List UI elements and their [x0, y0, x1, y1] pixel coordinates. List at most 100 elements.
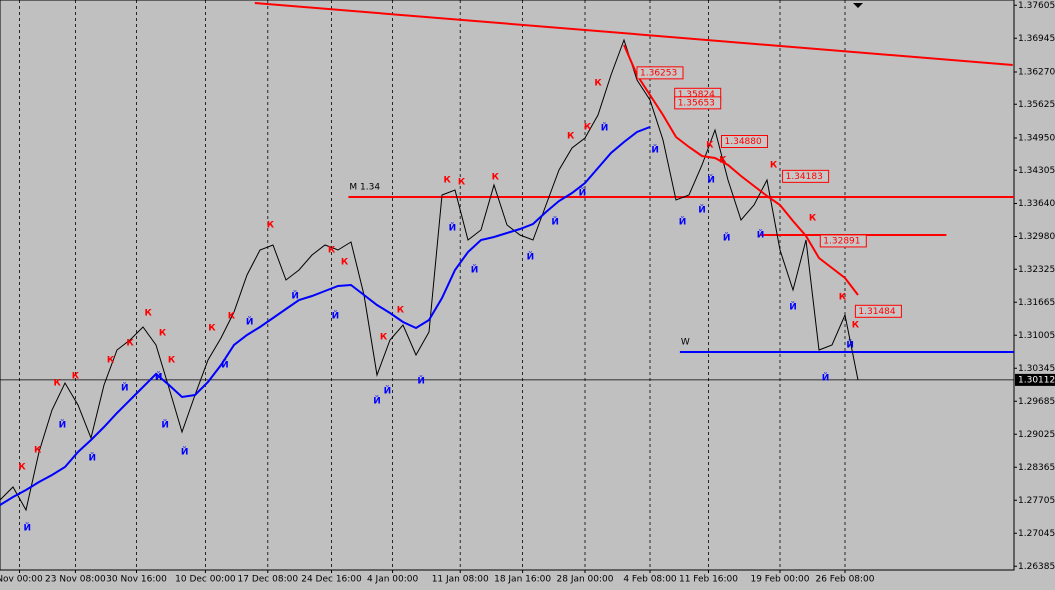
fractal-marker: Й [161, 419, 169, 431]
current-price-label: 1.30112 [1018, 375, 1055, 385]
fractal-marker: Й [332, 310, 340, 322]
fractal-marker: К [397, 306, 405, 316]
x-tick-label: 4 Jan 00:00 [367, 575, 419, 585]
price-tag-box [782, 169, 830, 183]
x-tick-label: 28 Jan 00:00 [557, 575, 614, 585]
fractal-marker: Й [601, 122, 609, 134]
y-tick-label: 1.34305 [1018, 166, 1055, 176]
fractal-marker: К [107, 356, 115, 366]
y-tick-label: 1.35625 [1018, 100, 1055, 110]
fractal-marker: К [54, 379, 62, 389]
current-price-box [1015, 373, 1055, 386]
fractal-marker: Й [846, 339, 854, 351]
price-tag-label: 1.36253 [640, 68, 677, 78]
fractal-marker: К [584, 123, 592, 133]
price-tag-label: 1.34880 [725, 137, 762, 147]
y-tick-label: 1.31005 [1018, 331, 1055, 341]
x-tick-label: 18 Jan 16:00 [494, 575, 551, 585]
y-tick-label: 1.32980 [1018, 232, 1055, 242]
fractal-marker: Й [246, 316, 254, 328]
series-line [623, 44, 859, 296]
fractal-marker: К [380, 333, 388, 343]
y-tick-label: 1.29025 [1018, 430, 1055, 440]
fractal-marker: Й [449, 222, 457, 234]
fractal-marker: К [145, 309, 153, 319]
y-tick-label: 1.29685 [1018, 397, 1055, 407]
fractal-marker: К [159, 329, 167, 339]
y-tick-label: 1.27705 [1018, 496, 1055, 506]
fractal-marker: Й [679, 216, 687, 228]
fractal-marker: Й [527, 251, 535, 263]
fractal-marker: К [594, 79, 602, 89]
fractal-marker: Й [789, 301, 797, 313]
fractal-marker: Й [723, 232, 731, 244]
y-tick-label: 1.33640 [1018, 199, 1055, 209]
fractal-marker: Й [181, 446, 189, 458]
shift-marker [853, 3, 863, 8]
fractal-marker: Й [121, 382, 129, 394]
x-tick-label: 24 Dec 16:00 [301, 575, 362, 585]
fractal-marker: К [492, 173, 500, 183]
y-tick-label: 1.28365 [1018, 463, 1055, 473]
fractal-marker: К [444, 176, 452, 186]
fractal-marker: Й [24, 522, 32, 534]
fractal-marker: Й [822, 372, 830, 384]
y-tick-label: 1.34950 [1018, 134, 1055, 144]
fractal-marker: К [341, 258, 349, 268]
series-line [0, 38, 859, 512]
x-tick-label: Nov 00:00 [0, 575, 43, 585]
fractal-marker: К [34, 446, 42, 456]
fractal-marker: К [567, 132, 575, 142]
fractal-marker: Й [89, 452, 97, 464]
price-tag-label: 1.35824 [678, 90, 715, 100]
level-label: W [681, 338, 690, 348]
fractal-marker: К [839, 293, 847, 303]
level-label: M 1.34 [349, 183, 380, 193]
x-tick-label: 23 Nov 08:00 [45, 575, 106, 585]
x-tick-label: 30 Nov 16:00 [106, 575, 167, 585]
x-tick-label: 11 Jan 08:00 [432, 575, 489, 585]
y-tick-label: 1.36945 [1018, 34, 1055, 44]
price-tag-box [674, 96, 722, 110]
fractal-marker: Й [698, 204, 706, 216]
y-tick-label: 1.31665 [1018, 298, 1055, 308]
fractal-marker: Й [384, 385, 392, 397]
y-tick-label: 1.36270 [1018, 68, 1055, 78]
fractal-marker: К [168, 356, 176, 366]
y-tick-label: 1.30345 [1018, 364, 1055, 374]
price-tag-box [636, 66, 684, 80]
price-tag-label: 1.35653 [678, 98, 715, 108]
x-tick-label: 26 Feb 08:00 [815, 575, 874, 585]
x-tick-label: 17 Dec 08:00 [238, 575, 299, 585]
fractal-marker: К [328, 246, 336, 256]
price-tag-box [819, 234, 867, 248]
fractal-marker: Й [757, 229, 765, 241]
y-tick-label: 1.32325 [1018, 265, 1055, 275]
fractal-marker: К [852, 321, 860, 331]
fractal-marker: Й [471, 264, 479, 276]
x-tick-label: 11 Feb 16:00 [679, 575, 738, 585]
y-tick-label: 1.26385 [1018, 562, 1055, 572]
price-tag-label: 1.32891 [823, 236, 860, 246]
fractal-marker: Й [59, 419, 67, 431]
fractal-marker: К [706, 141, 714, 151]
fractal-marker: К [72, 372, 80, 382]
fractal-marker: К [267, 221, 275, 231]
fractal-marker: К [770, 161, 778, 171]
price-tag-label: 1.31484 [858, 307, 895, 317]
fractal-marker: Й [551, 216, 559, 228]
x-tick-label: 19 Feb 00:00 [750, 575, 809, 585]
fractal-marker: К [18, 463, 26, 473]
fractal-marker: К [228, 312, 236, 322]
fractal-marker: Й [707, 174, 715, 186]
fractal-marker: К [719, 156, 727, 166]
fractal-marker: Й [417, 375, 425, 387]
fractal-marker: К [126, 339, 134, 349]
fractal-marker: Й [221, 359, 229, 371]
price-tag-box [721, 135, 768, 148]
trendline [254, 2, 1013, 66]
price-tag-box [854, 304, 902, 318]
x-tick-label: 4 Feb 08:00 [623, 575, 677, 585]
y-tick-label: 1.37605 [1018, 1, 1055, 11]
